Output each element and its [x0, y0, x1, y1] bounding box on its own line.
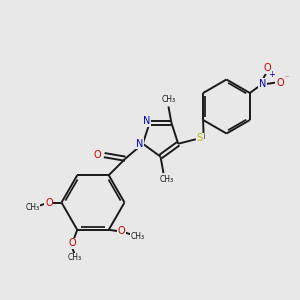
Text: N: N [259, 79, 266, 89]
Text: O: O [276, 77, 284, 88]
Text: O: O [94, 149, 101, 160]
Text: CH₃: CH₃ [160, 175, 174, 184]
Text: CH₃: CH₃ [161, 95, 176, 104]
Text: O: O [118, 226, 125, 236]
Text: O: O [45, 197, 53, 208]
Text: N: N [136, 139, 143, 149]
Text: N: N [143, 116, 150, 127]
Text: S: S [197, 133, 203, 143]
Text: O: O [263, 63, 271, 74]
Text: CH₃: CH₃ [131, 232, 145, 241]
Text: O: O [68, 238, 76, 248]
Text: ⁻: ⁻ [284, 74, 289, 82]
Text: +: + [268, 70, 275, 79]
Text: CH₃: CH₃ [25, 203, 40, 212]
Text: CH₃: CH₃ [67, 253, 81, 262]
